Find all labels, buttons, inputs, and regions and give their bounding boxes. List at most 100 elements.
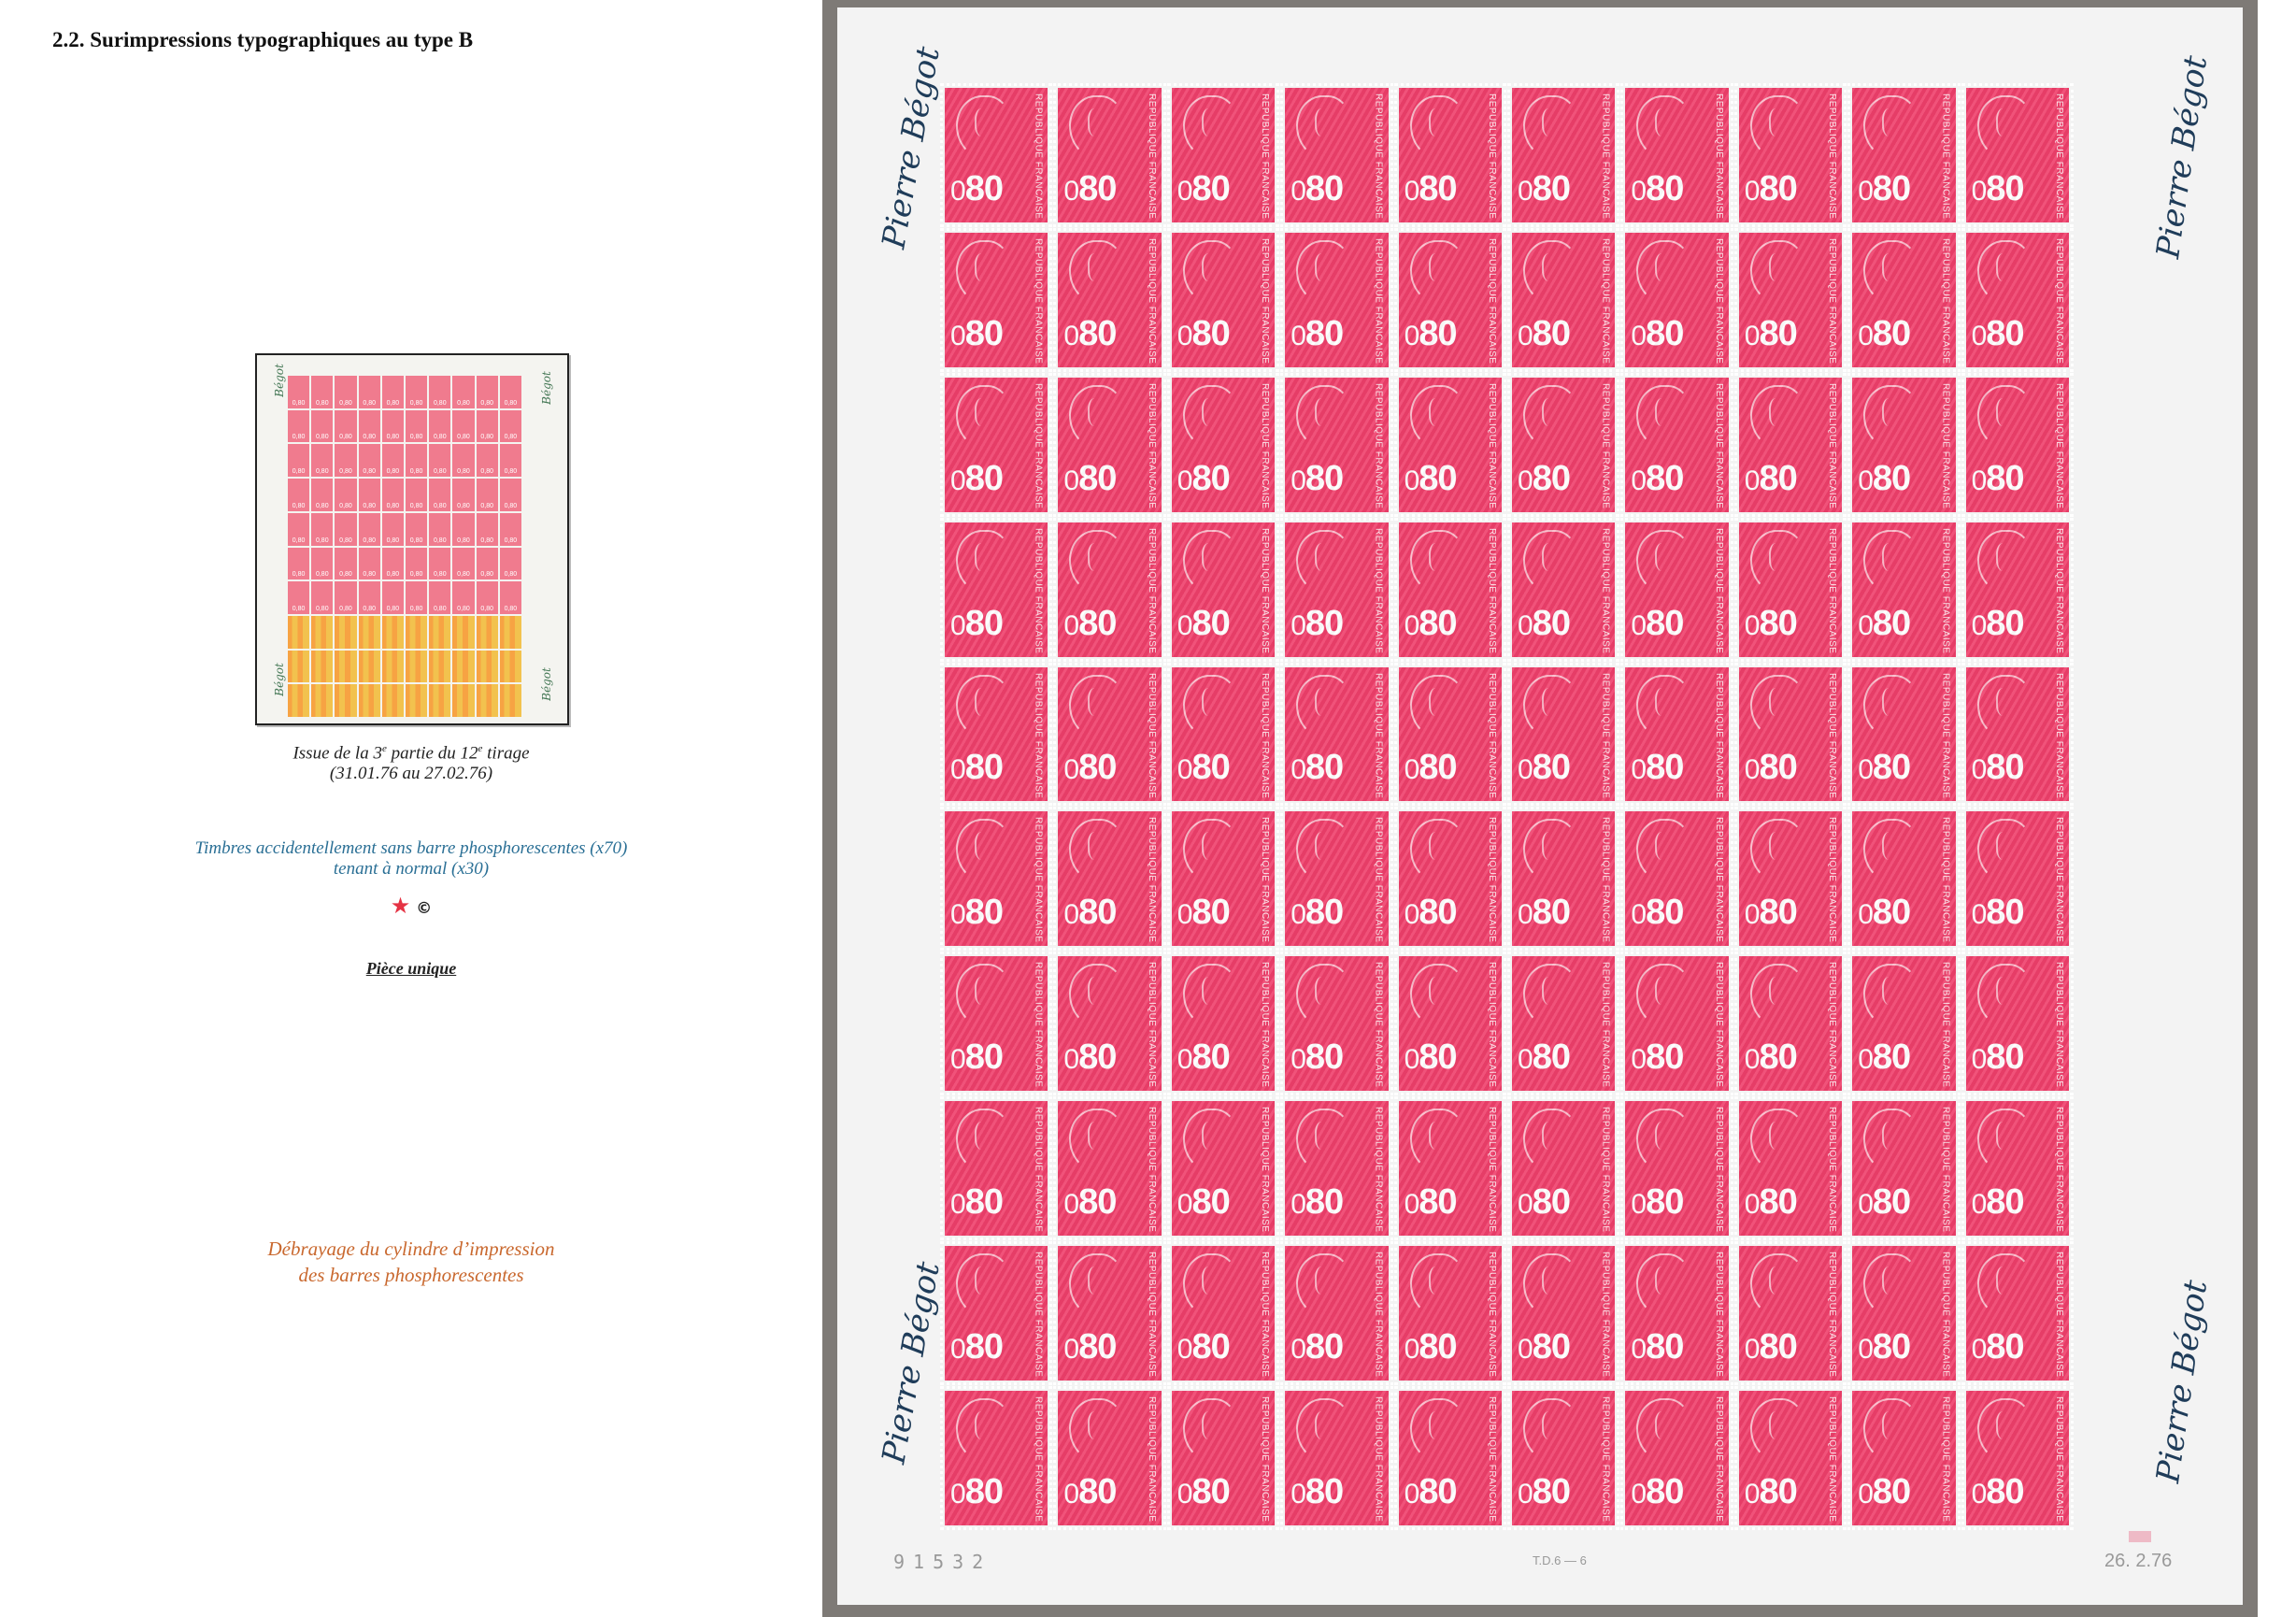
- stamp: REPUBLIQUE FRANCAISE 080: [1053, 517, 1166, 662]
- thumbnail-stamp: 0,80: [335, 444, 357, 478]
- stamp-value: 080: [1291, 893, 1344, 933]
- marianne-portrait: [956, 95, 1011, 159]
- stamp-value: 080: [1063, 603, 1117, 643]
- stamp-country-text: REPUBLIQUE FRANCAISE: [1373, 237, 1384, 365]
- stamp-country-text: REPUBLIQUE FRANCAISE: [1033, 237, 1044, 365]
- marianne-portrait: [1182, 1398, 1238, 1463]
- stamp-country-text: REPUBLIQUE FRANCAISE: [1600, 672, 1611, 799]
- thumbnail-stamp: 0,80: [429, 444, 451, 478]
- stamp-value: 080: [1518, 603, 1571, 643]
- stamp: REPUBLIQUE FRANCAISE 080: [1053, 227, 1166, 372]
- stamp: REPUBLIQUE FRANCAISE 080: [1280, 1096, 1393, 1241]
- stamp-country-text: REPUBLIQUE FRANCAISE: [2054, 527, 2064, 654]
- thumbnail-stamp: 0,80: [429, 409, 451, 443]
- marianne-portrait: [1636, 1109, 1692, 1173]
- thumbnail-caption-line2: (31.01.76 au 27.02.76): [329, 764, 493, 784]
- stamp-value: 080: [1744, 1471, 1798, 1511]
- thumbnail-stamp: [499, 650, 521, 683]
- stamp: REPUBLIQUE FRANCAISE 080: [1280, 662, 1393, 807]
- stamp: REPUBLIQUE FRANCAISE 080: [1620, 372, 1733, 517]
- stamp-country-text: REPUBLIQUE FRANCAISE: [1827, 817, 1838, 943]
- stamp: REPUBLIQUE FRANCAISE 080: [1847, 227, 1961, 372]
- marianne-portrait: [1523, 1253, 1578, 1318]
- stamp: REPUBLIQUE FRANCAISE 080: [1280, 1241, 1393, 1386]
- stamp: REPUBLIQUE FRANCAISE 080: [1393, 1241, 1507, 1386]
- stamp: REPUBLIQUE FRANCAISE 080: [1280, 1386, 1393, 1530]
- stamp-country-text: REPUBLIQUE FRANCAISE: [1940, 527, 1951, 654]
- stamp-value: 080: [1518, 1471, 1571, 1511]
- stamp: REPUBLIQUE FRANCAISE 080: [1280, 807, 1393, 952]
- stamp: REPUBLIQUE FRANCAISE 080: [1847, 517, 1961, 662]
- stamp: REPUBLIQUE FRANCAISE 080: [1847, 83, 1961, 227]
- stamp-value: 080: [1404, 168, 1458, 208]
- stamp: REPUBLIQUE FRANCAISE 080: [1620, 1241, 1733, 1386]
- thumbnail-stamp: [452, 684, 475, 717]
- stamp-value: 080: [1858, 168, 1911, 208]
- stamp: REPUBLIQUE FRANCAISE 080: [1053, 952, 1166, 1096]
- stamp-country-text: REPUBLIQUE FRANCAISE: [1713, 672, 1724, 799]
- stamp-country-text: REPUBLIQUE FRANCAISE: [1033, 527, 1044, 654]
- marianne-portrait: [1409, 1109, 1465, 1173]
- marianne-portrait: [1409, 819, 1465, 883]
- stamp-country-text: REPUBLIQUE FRANCAISE: [1033, 382, 1044, 509]
- marianne-portrait: [1296, 1109, 1352, 1173]
- stamp-value: 080: [1063, 458, 1117, 498]
- stamp-country-text: REPUBLIQUE FRANCAISE: [1487, 962, 1497, 1088]
- stamp-country-text: REPUBLIQUE FRANCAISE: [1033, 962, 1044, 1088]
- stamp-value: 080: [1291, 313, 1344, 353]
- stamp-country-text: REPUBLIQUE FRANCAISE: [2054, 93, 2064, 220]
- thumbnail-caption-line1: Issue de la 3e partie du 12e tirage: [292, 743, 530, 764]
- thumbnail-stamp: [358, 684, 380, 717]
- thumbnail-stamp: [335, 650, 357, 683]
- thumbnail-stamp: 0,80: [311, 479, 334, 511]
- thumbnail-stamp: 0,80: [476, 581, 498, 614]
- thumbnail-stamp: 0,80: [406, 409, 428, 443]
- explanatory-note: Débrayage du cylindre d’impression des b…: [150, 1236, 673, 1288]
- marianne-portrait: [1636, 384, 1692, 449]
- stamp: REPUBLIQUE FRANCAISE 080: [1506, 1241, 1620, 1386]
- thumbnail-stamp: 0,80: [476, 444, 498, 478]
- marianne-portrait: [1749, 384, 1805, 449]
- marianne-portrait: [1636, 239, 1692, 304]
- signature-bottom-left: Pierre Bégot: [875, 1259, 948, 1467]
- marianne-portrait: [1863, 819, 1919, 883]
- stamp-country-text: REPUBLIQUE FRANCAISE: [1600, 93, 1611, 220]
- marianne-portrait: [1409, 964, 1465, 1028]
- stamp-country-text: REPUBLIQUE FRANCAISE: [1600, 817, 1611, 943]
- stamp-country-text: REPUBLIQUE FRANCAISE: [1600, 1396, 1611, 1523]
- thumbnail-stamp: 0,80: [452, 547, 475, 580]
- stamp-country-text: REPUBLIQUE FRANCAISE: [1033, 817, 1044, 943]
- stamp: REPUBLIQUE FRANCAISE 080: [1961, 83, 2075, 227]
- stamp-value: 080: [950, 313, 1004, 353]
- thumbnail-stamp: [406, 650, 428, 683]
- stamp-country-text: REPUBLIQUE FRANCAISE: [1146, 527, 1157, 654]
- stamp-country-text: REPUBLIQUE FRANCAISE: [1940, 672, 1951, 799]
- stamp: REPUBLIQUE FRANCAISE 080: [1053, 1096, 1166, 1241]
- stamp: REPUBLIQUE FRANCAISE 080: [1166, 1386, 1280, 1530]
- explanatory-note-line1: Débrayage du cylindre d’impression: [267, 1238, 555, 1260]
- stamp-value: 080: [1631, 458, 1684, 498]
- thumbnail-stamp: 0,80: [288, 581, 310, 614]
- thumbnail-stamp: 0,80: [381, 479, 404, 511]
- thumbnail-stamp: 0,80: [335, 376, 357, 408]
- stamp-country-text: REPUBLIQUE FRANCAISE: [1827, 1252, 1838, 1378]
- thumbnail-stamp: 0,80: [381, 512, 404, 546]
- marianne-portrait: [1523, 674, 1578, 738]
- stamp: REPUBLIQUE FRANCAISE 080: [1847, 1096, 1961, 1241]
- marianne-portrait: [1523, 384, 1578, 449]
- stamp: REPUBLIQUE FRANCAISE 080: [1961, 1241, 2075, 1386]
- stamp: REPUBLIQUE FRANCAISE 080: [1166, 227, 1280, 372]
- stamp-value: 080: [1404, 1471, 1458, 1511]
- thumbnail-stamp: 0,80: [335, 581, 357, 614]
- stamp-value: 080: [1177, 168, 1231, 208]
- stamp-country-text: REPUBLIQUE FRANCAISE: [1033, 93, 1044, 220]
- rarity-legend: ★ ©: [150, 893, 673, 920]
- thumbnail-stamp: 0,80: [406, 444, 428, 478]
- stamp: REPUBLIQUE FRANCAISE 080: [1280, 227, 1393, 372]
- stamp-country-text: REPUBLIQUE FRANCAISE: [1827, 672, 1838, 799]
- marianne-portrait: [1409, 529, 1465, 594]
- stamp-value: 080: [1291, 1471, 1344, 1511]
- stamp-country-text: REPUBLIQUE FRANCAISE: [1260, 237, 1271, 365]
- page-heading: 2.2. Surimpressions typographiques au ty…: [52, 28, 474, 51]
- variety-description-line2: tenant à normal (x30): [333, 859, 490, 879]
